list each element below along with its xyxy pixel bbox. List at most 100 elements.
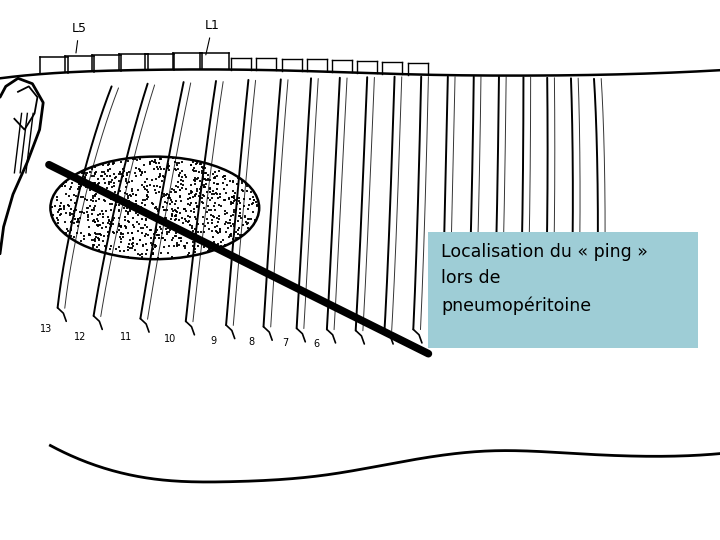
Point bbox=[65, 225, 76, 234]
Point bbox=[224, 215, 235, 224]
Point bbox=[149, 158, 161, 166]
Point bbox=[63, 192, 75, 200]
Point bbox=[200, 180, 212, 189]
Point bbox=[96, 171, 108, 180]
Point bbox=[250, 198, 261, 207]
Text: 9: 9 bbox=[210, 336, 216, 346]
Point bbox=[131, 218, 143, 226]
Point bbox=[125, 192, 137, 200]
Point bbox=[228, 230, 240, 238]
Point bbox=[173, 171, 184, 179]
Point bbox=[215, 201, 227, 210]
Text: L1: L1 bbox=[205, 19, 220, 55]
Point bbox=[88, 206, 99, 214]
Point bbox=[234, 209, 246, 218]
Point bbox=[202, 247, 213, 255]
Point bbox=[179, 205, 191, 213]
Point bbox=[198, 182, 210, 191]
Point bbox=[69, 199, 81, 207]
Point bbox=[154, 155, 166, 164]
Point bbox=[202, 201, 214, 210]
Point bbox=[90, 232, 102, 241]
Point bbox=[150, 224, 162, 233]
Point bbox=[171, 239, 182, 247]
Point bbox=[233, 224, 245, 233]
Point bbox=[171, 241, 183, 249]
Point bbox=[169, 232, 181, 240]
Point bbox=[79, 195, 91, 204]
Point bbox=[130, 164, 142, 173]
Point bbox=[158, 165, 169, 173]
Point bbox=[89, 218, 101, 226]
Point bbox=[223, 195, 235, 204]
Point bbox=[86, 206, 98, 214]
Point bbox=[127, 239, 139, 247]
Point bbox=[151, 231, 163, 239]
Point bbox=[161, 206, 173, 214]
Point bbox=[168, 241, 180, 250]
Point bbox=[248, 195, 260, 204]
Point bbox=[133, 204, 145, 212]
Point bbox=[56, 181, 68, 190]
Point bbox=[168, 224, 180, 232]
Point bbox=[148, 230, 160, 238]
Point bbox=[207, 219, 218, 228]
Point bbox=[51, 193, 63, 201]
Point bbox=[104, 180, 115, 188]
Point bbox=[135, 236, 146, 245]
Point bbox=[92, 221, 104, 230]
Point bbox=[202, 208, 213, 217]
Point bbox=[177, 180, 189, 189]
Point bbox=[170, 215, 181, 224]
Point bbox=[89, 218, 101, 226]
Point bbox=[59, 218, 71, 226]
Point bbox=[140, 210, 151, 219]
Point bbox=[92, 210, 104, 219]
Point bbox=[171, 212, 182, 220]
Point bbox=[161, 199, 172, 207]
Point bbox=[156, 189, 168, 198]
Point bbox=[166, 211, 178, 219]
Point bbox=[148, 245, 159, 253]
Point bbox=[46, 203, 58, 212]
Point bbox=[129, 245, 140, 254]
Point bbox=[91, 197, 102, 206]
Point bbox=[70, 192, 81, 201]
Point bbox=[114, 168, 126, 177]
Point bbox=[184, 201, 196, 210]
Point bbox=[175, 185, 186, 194]
Point bbox=[147, 248, 158, 257]
Point bbox=[221, 181, 233, 190]
Point bbox=[232, 174, 243, 183]
Point bbox=[150, 228, 161, 237]
Point bbox=[94, 221, 106, 230]
Point bbox=[159, 198, 171, 206]
Point bbox=[220, 227, 232, 236]
Point bbox=[233, 179, 244, 188]
Point bbox=[125, 206, 136, 215]
Point bbox=[215, 242, 226, 251]
Text: 12: 12 bbox=[74, 332, 87, 342]
Point bbox=[96, 224, 107, 233]
Point bbox=[120, 198, 131, 206]
Point bbox=[220, 174, 231, 183]
Point bbox=[169, 187, 181, 196]
Point bbox=[252, 201, 264, 210]
Point bbox=[142, 223, 153, 232]
Point bbox=[121, 168, 132, 177]
Point bbox=[145, 160, 156, 168]
Point bbox=[171, 160, 182, 169]
Point bbox=[225, 232, 236, 241]
Point bbox=[171, 242, 183, 251]
Point bbox=[127, 229, 138, 238]
Point bbox=[141, 195, 153, 204]
Point bbox=[73, 185, 84, 194]
Point bbox=[153, 159, 165, 167]
Point bbox=[222, 218, 234, 227]
Point bbox=[169, 215, 181, 224]
Point bbox=[71, 205, 82, 214]
Point bbox=[78, 231, 90, 240]
Point bbox=[125, 191, 136, 199]
Point bbox=[101, 190, 112, 199]
Point bbox=[160, 214, 171, 222]
